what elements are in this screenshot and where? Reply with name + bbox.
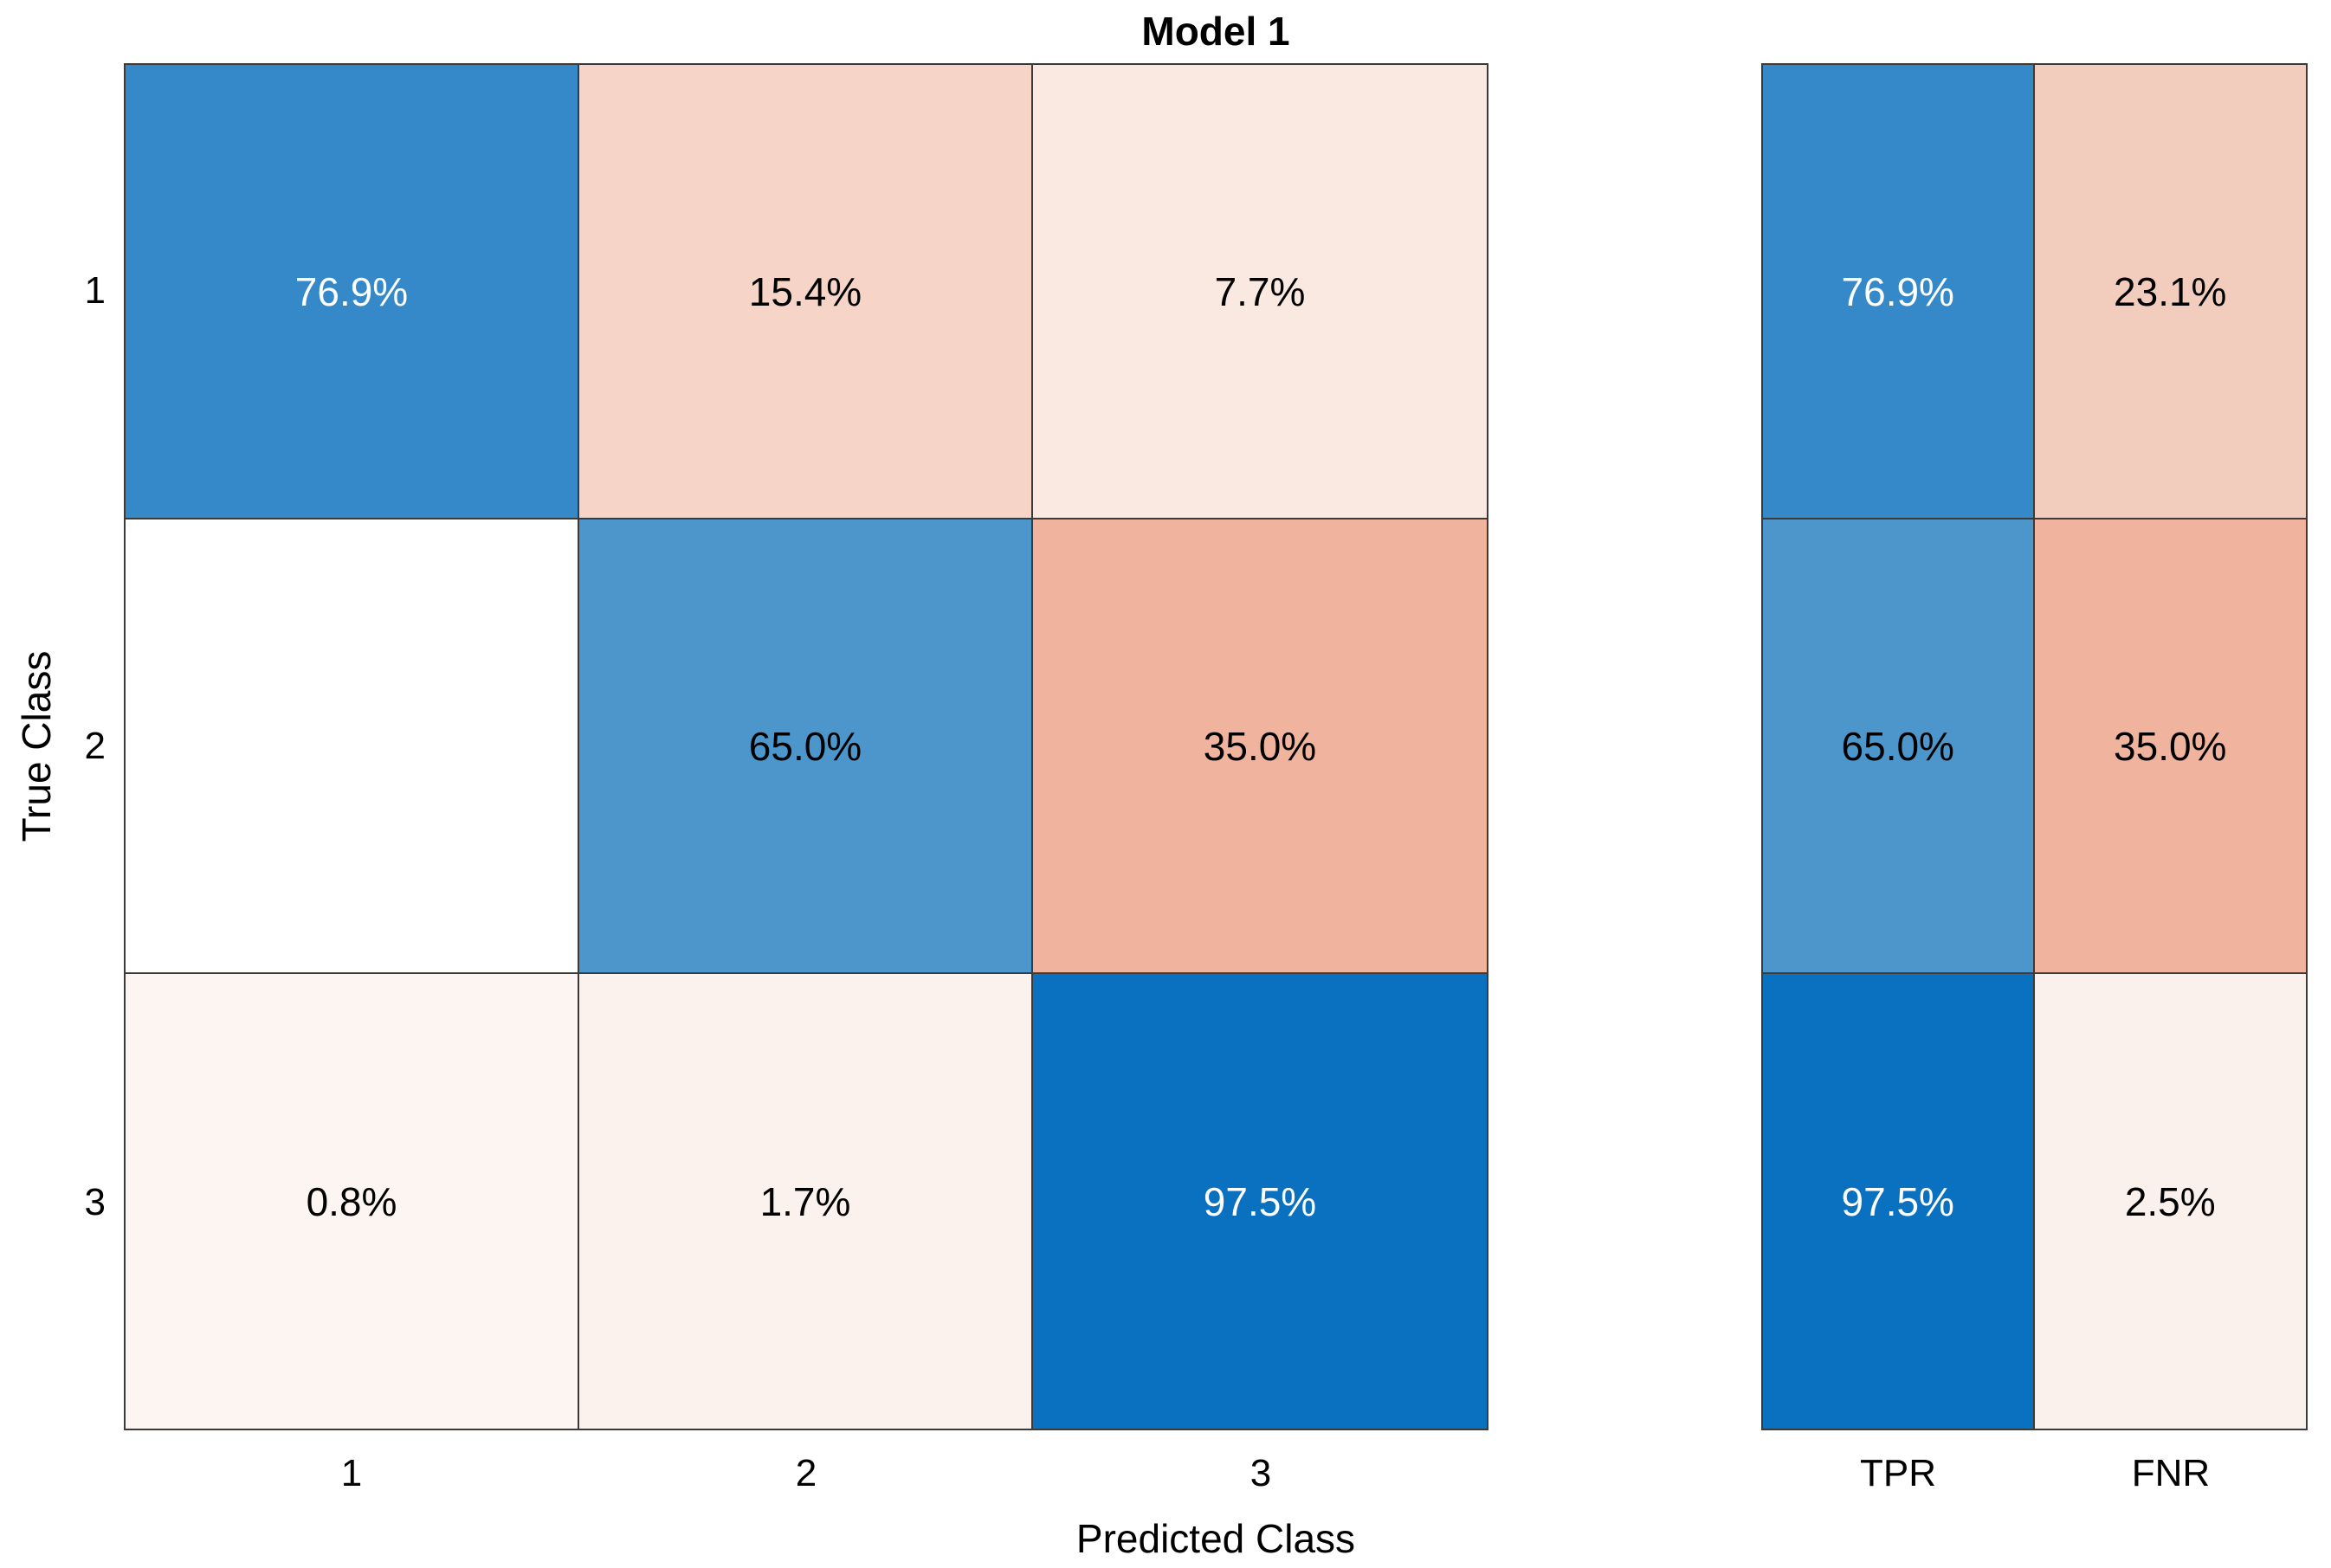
matrix-cell-value: 7.7% (1214, 268, 1306, 314)
summary-cell-value: 97.5% (1841, 1178, 1954, 1224)
x-axis-label: Predicted Class (1075, 1516, 1356, 1561)
matrix-cell-true1-pred3: 7.7% (1033, 65, 1487, 519)
summary-cell-true1-fnr: 23.1% (2034, 65, 2306, 519)
matrix-cell-value: 15.4% (748, 268, 862, 314)
matrix-cell-true1-pred2: 15.4% (579, 65, 1033, 519)
matrix-cell-true3-pred1: 0.8% (126, 974, 579, 1429)
summary-cell-value: 76.9% (1841, 268, 1954, 314)
matrix-cell-value: 97.5% (1203, 1178, 1317, 1224)
matrix-cell-true3-pred2: 1.7% (579, 974, 1033, 1429)
summary-cell-true2-fnr: 35.0% (2034, 519, 2306, 974)
row-summary-grid: 76.9% 23.1% 65.0% 35.0% 97.5% 2.5% (1761, 63, 2308, 1430)
confusion-matrix-grid: 76.9% 15.4% 7.7% 65.0% 35.0% 0.8% 1.7% 9… (124, 63, 1488, 1430)
summary-cell-value: 2.5% (2124, 1178, 2216, 1224)
matrix-cell-true2-pred1 (126, 519, 579, 974)
matrix-cell-true3-pred3: 97.5% (1033, 974, 1487, 1429)
matrix-cell-value: 1.7% (759, 1178, 851, 1224)
summary-cell-value: 65.0% (1841, 723, 1954, 769)
summary-cell-true1-tpr: 76.9% (1763, 65, 2035, 519)
summary-cell-value: 35.0% (2114, 723, 2227, 769)
matrix-cell-true1-pred1: 76.9% (126, 65, 579, 519)
summary-cell-value: 23.1% (2114, 268, 2227, 314)
matrix-cell-true2-pred2: 65.0% (579, 519, 1033, 974)
summary-cell-true3-tpr: 97.5% (1763, 974, 2035, 1429)
x-tick-tpr: TPR (1860, 1452, 1936, 1494)
y-tick-2: 2 (84, 725, 106, 767)
y-tick-1: 1 (84, 269, 106, 312)
x-tick-fnr: FNR (2131, 1452, 2211, 1494)
matrix-cell-value: 76.9% (294, 268, 409, 314)
x-tick-1: 1 (340, 1452, 363, 1494)
x-tick-2: 2 (795, 1452, 817, 1494)
matrix-cell-value: 35.0% (1203, 723, 1317, 769)
summary-cell-true3-fnr: 2.5% (2034, 974, 2306, 1429)
matrix-cell-value: 65.0% (748, 723, 862, 769)
chart-title: Model 1 (1141, 9, 1290, 54)
x-tick-3: 3 (1249, 1452, 1272, 1494)
matrix-cell-true2-pred3: 35.0% (1033, 519, 1487, 974)
y-tick-3: 3 (84, 1181, 106, 1223)
matrix-cell-value: 0.8% (306, 1178, 397, 1224)
summary-cell-true2-tpr: 65.0% (1763, 519, 2035, 974)
